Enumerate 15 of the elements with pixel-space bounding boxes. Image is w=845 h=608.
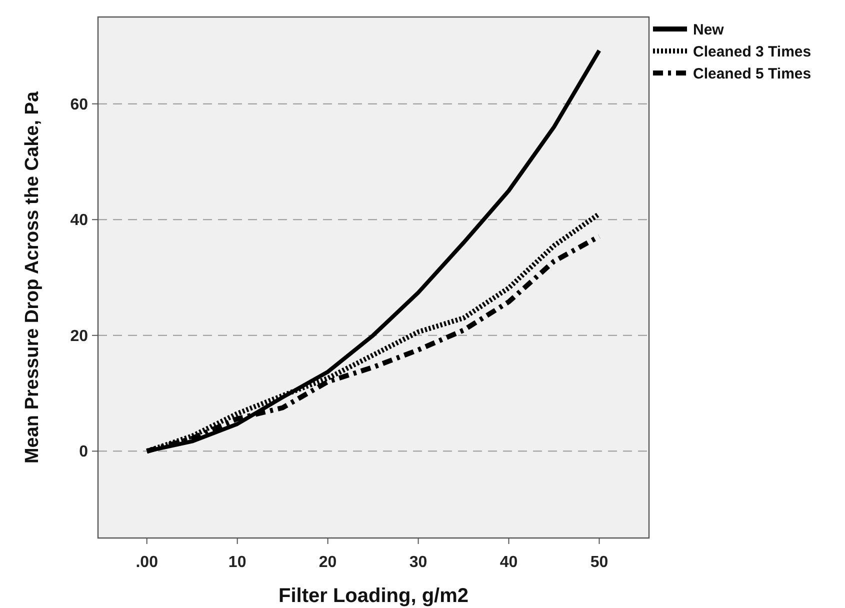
- x-tick-label: 30: [409, 554, 428, 571]
- y-tick-label: 20: [70, 328, 88, 345]
- legend-label: Cleaned 3 Times: [693, 44, 812, 60]
- legend-label: New: [693, 22, 724, 38]
- x-tick-label: .00: [136, 554, 158, 571]
- x-tick-label: 50: [590, 554, 608, 571]
- legend-label: Cleaned 5 Times: [693, 66, 812, 82]
- y-axis-title: Mean Pressure Drop Across the Cake, Pa: [22, 91, 43, 464]
- y-tick-label: 0: [79, 444, 88, 461]
- x-tick-label: 10: [228, 554, 246, 571]
- y-tick-label: 40: [70, 212, 88, 230]
- x-tick-label: 20: [318, 554, 337, 571]
- x-axis-title: Filter Loading, g/m2: [278, 585, 469, 607]
- x-tick-label: 40: [500, 554, 518, 571]
- y-tick-label: 60: [70, 96, 88, 114]
